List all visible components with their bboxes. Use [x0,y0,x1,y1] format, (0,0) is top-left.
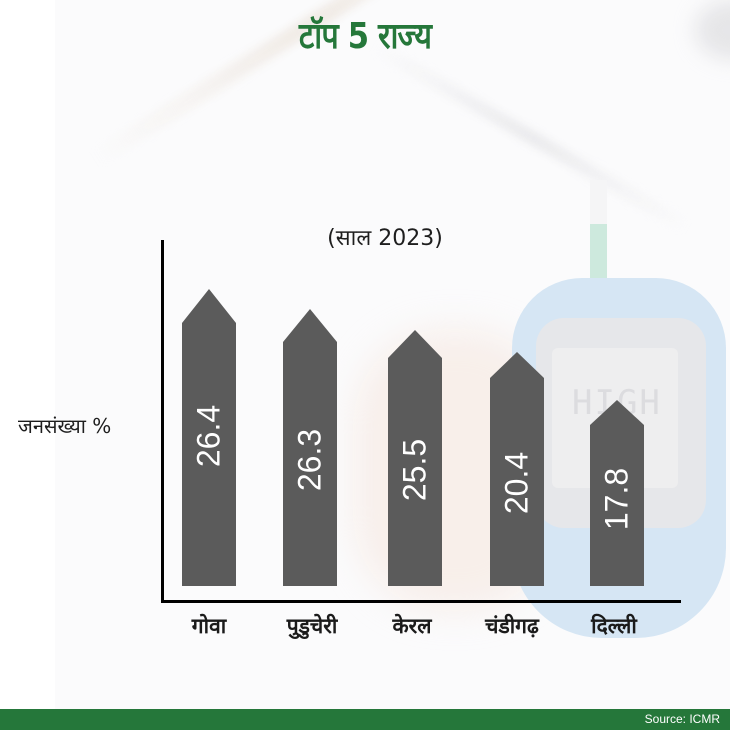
chart-subtitle: (साल 2023) [327,226,443,251]
x-label-chandigarh: चंडीगढ़ [485,614,539,638]
source-credit: Source: ICMR [644,712,720,726]
bar-value-label: 26.3 [291,428,328,491]
bar-puducherry: 26.3 [283,309,337,586]
bar-value-label: 26.4 [190,404,227,467]
bar-kerala: 25.5 [388,330,442,586]
y-axis-label: जनसंख्या % [18,414,112,438]
page-title: टॉप 5 राज्य [298,16,432,57]
test-strip-image [590,180,607,280]
x-label-goa: गोवा [191,614,227,638]
x-axis-line [161,600,681,603]
bar-value-label: 17.8 [598,467,635,531]
x-label-puducherry: पुडुचेरी [286,614,338,638]
bar-value-label: 25.5 [396,438,433,502]
y-axis-line [161,240,164,603]
bar-goa: 26.4 [182,289,236,586]
x-label-kerala: केरल [392,614,432,638]
bar-delhi: 17.8 [590,400,644,586]
bar-value-label: 20.4 [498,451,535,515]
bar-chandigarh: 20.4 [490,352,544,586]
footer-bar: Source: ICMR [0,709,730,730]
x-label-delhi: दिल्ली [591,614,637,638]
